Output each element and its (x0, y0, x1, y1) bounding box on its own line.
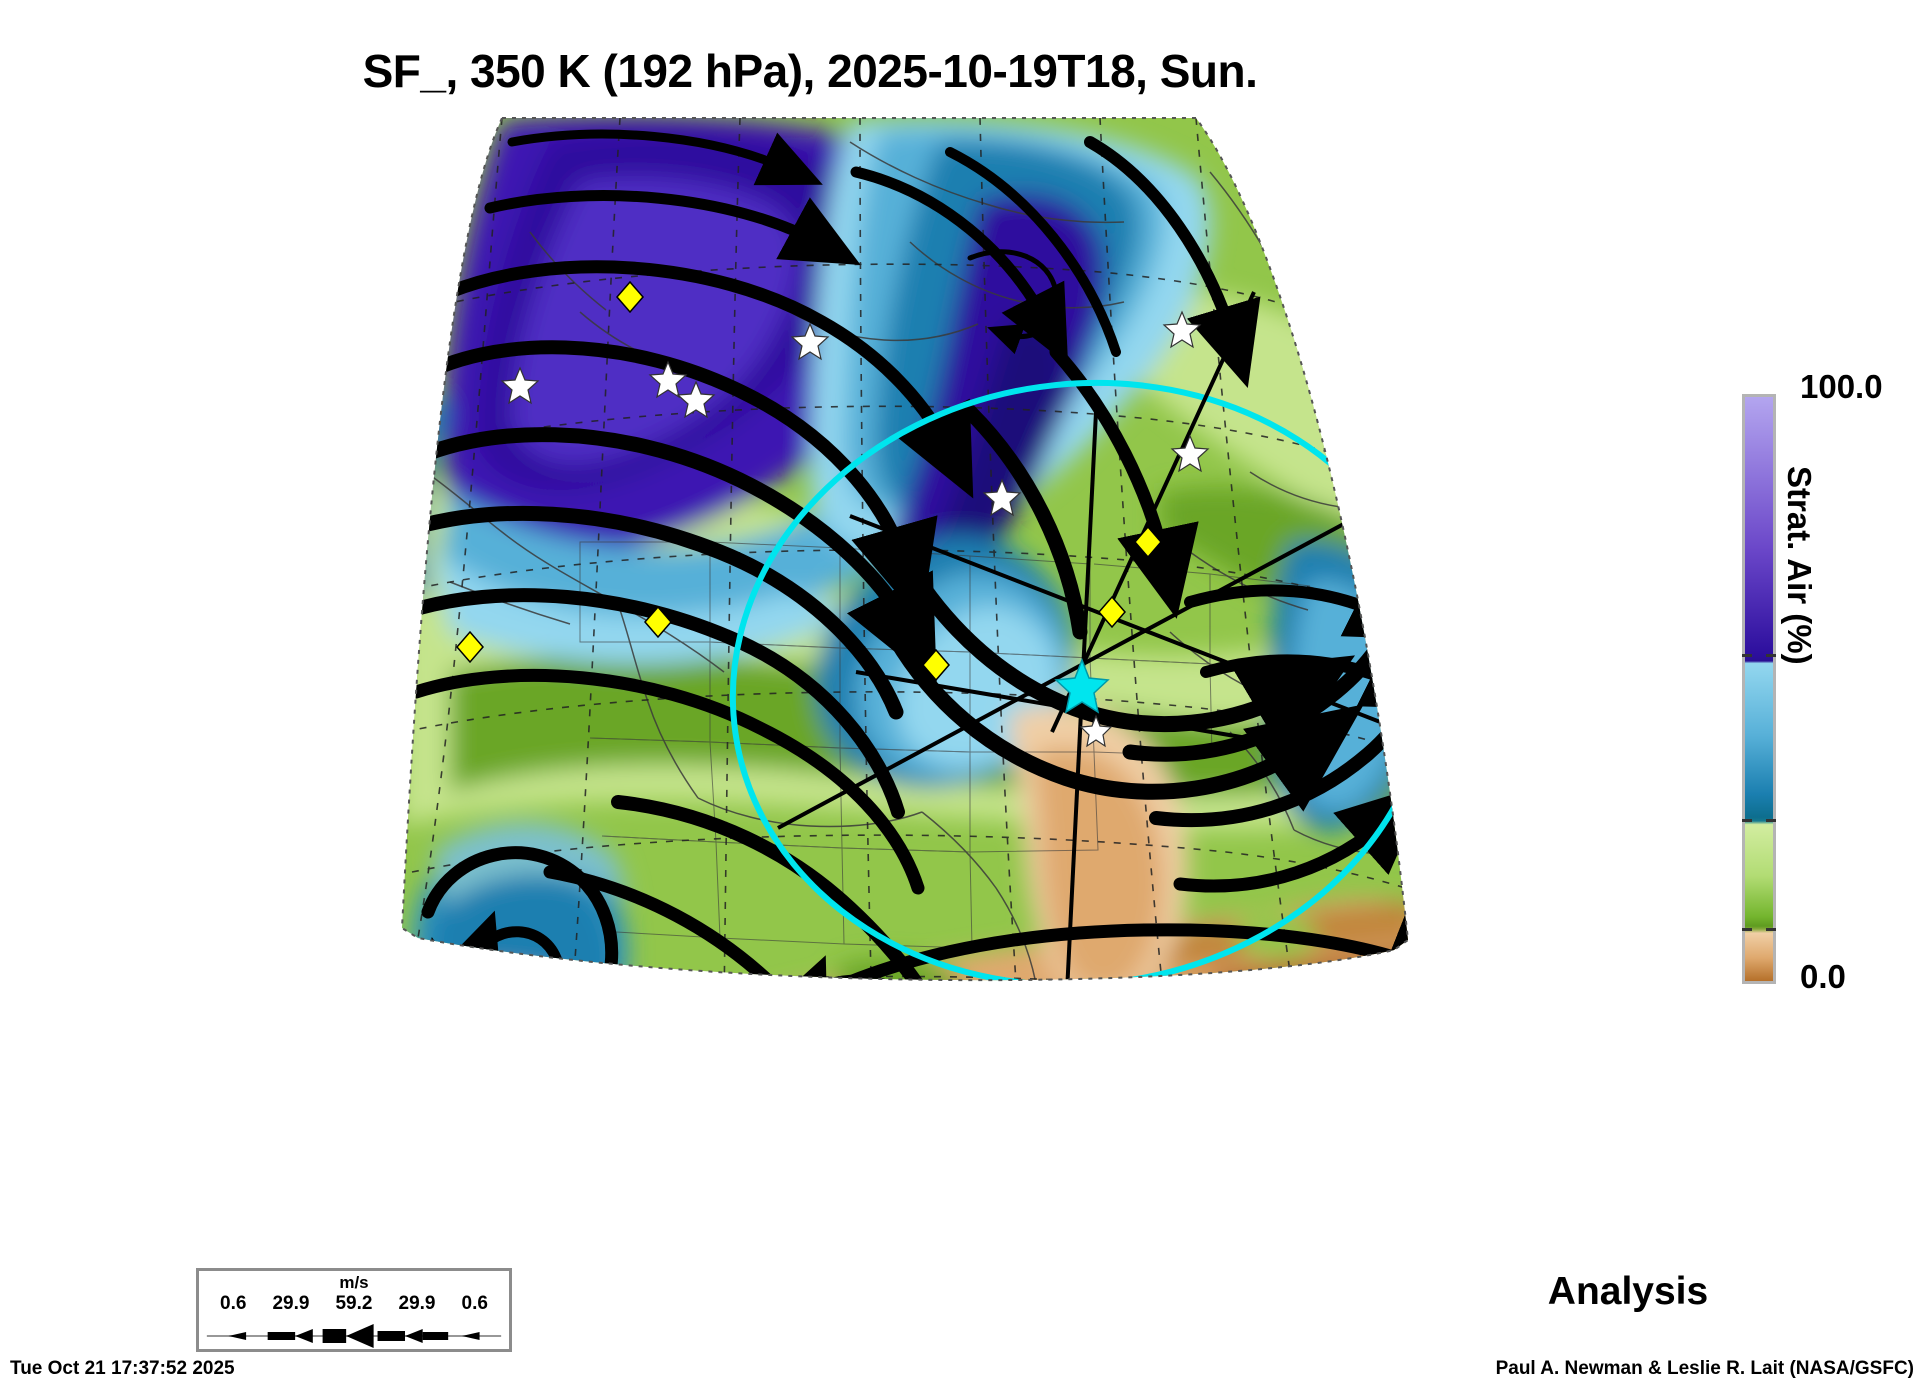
station-markers[interactable] (388, 280, 1210, 748)
colorbar[interactable] (1742, 394, 1776, 984)
colorbar-min-label: 0.0 (1800, 958, 1846, 995)
wind-streamlines (402, 129, 1408, 981)
map-outline (400, 117, 1410, 982)
colorbar-tick (1766, 927, 1776, 931)
generation-timestamp: Tue Oct 21 17:37:52 2025 (10, 1358, 235, 1379)
colorbar-gradient (1742, 394, 1776, 984)
analysis-label: Analysis (1547, 1270, 1709, 1313)
wind-legend-value: 59.2 (335, 1293, 373, 1314)
wind-legend-value: 0.6 (220, 1293, 247, 1314)
colorbar-tick (1766, 653, 1776, 657)
flight-track-lines (777, 291, 1408, 981)
wind-legend-value: 0.6 (461, 1293, 488, 1314)
field-contours (388, 118, 1408, 981)
colorbar-max-label: 100.0 (1800, 368, 1883, 405)
wind-legend-value: 29.9 (272, 1293, 310, 1314)
colorbar-tick (1766, 818, 1776, 822)
map-panel[interactable] (150, 112, 1550, 1242)
wind-legend-value: 29.9 (398, 1293, 436, 1314)
map-canvas[interactable] (150, 112, 1550, 1242)
colorbar-axis-label: Strat. Air (%) (1781, 466, 1818, 665)
author-credit: Paul A. Newman & Leslie R. Lait (NASA/GS… (1495, 1358, 1914, 1379)
station-diamond-icon (456, 280, 1162, 682)
wind-legend-values: 0.6 29.9 59.2 29.9 0.6 (199, 1293, 509, 1315)
page-title: SF_, 350 K (192 hPa), 2025-10-19T18, Sun… (362, 45, 1258, 97)
base-station-star-icon (1054, 657, 1110, 714)
wind-legend-unit: m/s (339, 1273, 369, 1292)
wind-legend-arrows (206, 1324, 502, 1348)
colorbar-tick (1742, 653, 1752, 657)
colorbar-tick (1742, 818, 1752, 822)
wind-speed-legend: m/s 0.6 29.9 59.2 29.9 0.6 (196, 1268, 512, 1352)
range-ring-group (729, 291, 1408, 981)
colorbar-tick (1742, 927, 1752, 931)
range-ring-circle (729, 379, 1408, 981)
